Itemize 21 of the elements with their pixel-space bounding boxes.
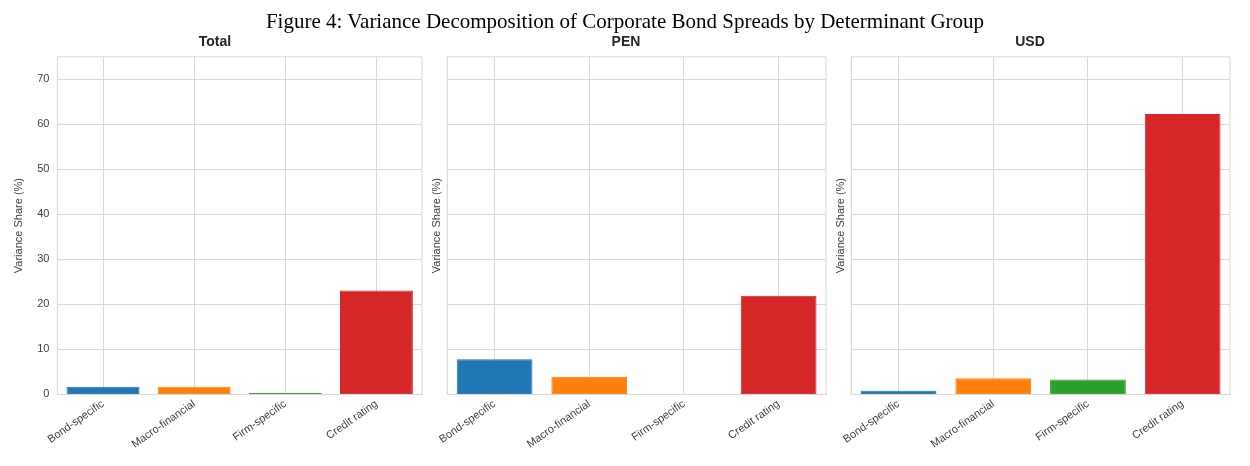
caption: Figure 4: Variance Decomposition of Corporate Bond Spreads by Determinant Group [264,8,986,34]
bar [66,386,140,394]
y-tick-label: 20 [37,297,50,310]
chart-title: USD [1015,33,1045,50]
y-tick-label: 60 [37,117,50,130]
y-tick-label: 30 [37,252,50,265]
bar [955,378,1032,394]
y-tick-label: 10 [37,342,50,355]
y-tick-label: 0 [43,387,50,400]
chart-title: PEN [611,33,641,50]
bar [157,386,231,394]
bar [339,290,413,394]
y-tick-label: 50 [37,162,50,175]
y-tick-label: 70 [37,72,50,85]
chart-title: Total [198,33,232,50]
bar [1050,379,1126,394]
y-tick-label: 40 [37,207,50,220]
y-axis-title: Variance Share (%) [11,178,24,274]
bar [1144,113,1221,394]
y-axis-title: Variance Share (%) [429,178,442,274]
y-axis-title: Variance Share (%) [833,178,846,274]
